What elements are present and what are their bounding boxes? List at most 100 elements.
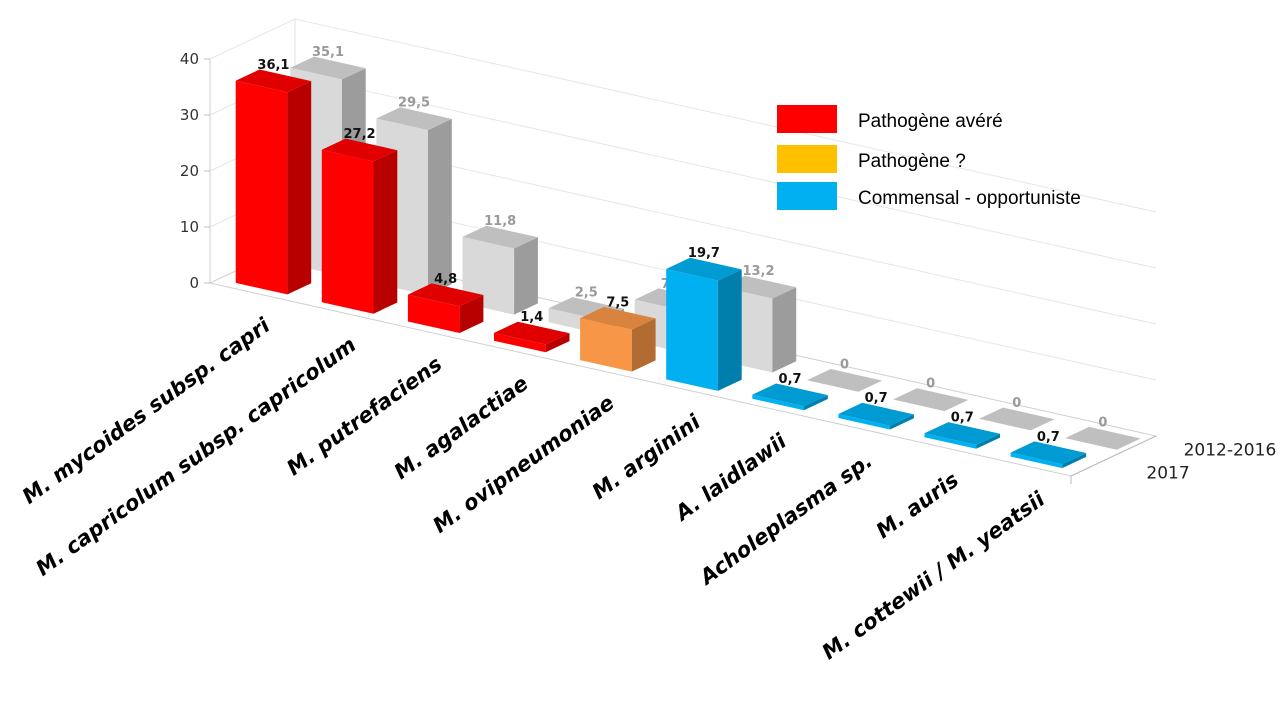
bar-2017-5[interactable]: 19,7 — [666, 246, 742, 391]
y-tick-label: 0 — [189, 274, 199, 292]
bar-top-face — [407, 283, 484, 307]
bar-2012-2016-6[interactable]: 0 — [806, 357, 883, 392]
bar-top-face — [752, 383, 828, 407]
bar-top-face — [666, 257, 742, 281]
bar-2017-0[interactable]: 36,1 — [235, 58, 312, 295]
legend-item[interactable]: Commensal - opportuniste — [777, 182, 1081, 210]
data-label: 29,5 — [398, 96, 430, 111]
bar-front-face — [924, 433, 977, 449]
y-tick-label: 40 — [180, 50, 199, 68]
category-label: M. ovipneumoniae — [429, 390, 619, 537]
series-2017-bars: 36,1 27,2 4,8 1,4 7,5 19,7 0,7 0,7 0,7 0,7 — [235, 58, 1087, 469]
legend-item[interactable]: Pathogène avéré — [777, 105, 1003, 133]
bar-front-face — [752, 394, 804, 411]
gridline — [209, 18, 1157, 213]
legend-label: Pathogène ? — [858, 151, 966, 172]
bar-2017-4[interactable]: 7,5 — [580, 295, 656, 372]
y-tick-label: 20 — [180, 162, 199, 180]
data-label: 13,2 — [742, 264, 774, 279]
bar-top-face — [1010, 441, 1087, 465]
data-label: 0 — [926, 377, 935, 392]
data-label: 35,1 — [312, 45, 344, 60]
bar-side-face — [514, 237, 538, 315]
bar-2017-6[interactable]: 0,7 — [752, 372, 828, 411]
series-label-2012-2016: 2012-2016 — [1184, 441, 1277, 461]
data-label: 0,7 — [865, 391, 888, 406]
bar-top-face — [580, 306, 656, 330]
bar-front-face — [580, 318, 632, 372]
bar-side-face — [373, 150, 398, 314]
bar-side-face — [428, 118, 452, 296]
category-label: A. laidlawii — [669, 429, 791, 527]
data-label: 27,2 — [344, 127, 376, 142]
bar-side-face — [1062, 453, 1087, 469]
legend-item[interactable]: Pathogène ? — [777, 145, 966, 173]
y-tick-label: 30 — [180, 106, 199, 124]
bar-side-face — [631, 318, 656, 372]
data-label: 7,5 — [606, 295, 629, 310]
y-axis: 0 10 20 30 40 — [180, 50, 210, 292]
bar-front-face — [666, 269, 718, 391]
data-label: 11,8 — [484, 214, 516, 229]
bar-2017-3[interactable]: 1,4 — [494, 310, 570, 353]
y-tick-label: 10 — [180, 218, 199, 236]
bar-2017-8[interactable]: 0,7 — [924, 411, 1001, 449]
bar-side-face — [772, 287, 797, 373]
legend-label: Pathogène avéré — [858, 111, 1003, 132]
bar-2017-7[interactable]: 0,7 — [838, 391, 914, 430]
bar-top-face — [893, 388, 969, 412]
legend-swatch — [777, 105, 837, 133]
data-label: 0,7 — [951, 411, 974, 426]
data-label: 0,7 — [1037, 430, 1060, 445]
legend-swatch — [777, 145, 837, 173]
bar-top-face — [321, 138, 398, 162]
bar-front-face — [235, 80, 288, 295]
data-label: 19,7 — [688, 246, 720, 261]
bar-side-face — [976, 433, 1000, 449]
bar-side-face — [804, 395, 828, 411]
bar-2012-2016-8[interactable]: 0 — [979, 396, 1055, 431]
data-label: 2,5 — [575, 285, 598, 300]
data-label: 0,7 — [779, 372, 802, 387]
bar-front-face — [838, 414, 891, 430]
bar-top-face — [235, 69, 312, 93]
legend[interactable]: Pathogène avéré Pathogène ? Commensal - op… — [777, 105, 1081, 210]
bar-top-face — [924, 422, 1000, 445]
bar-top-face — [494, 321, 570, 345]
bar-top-face — [462, 225, 538, 249]
bar-front-face — [1010, 452, 1063, 469]
bar-front-face — [407, 294, 460, 333]
data-label: 0 — [1012, 396, 1021, 411]
depth-axis-line — [1070, 435, 1157, 477]
bar-2012-2016-7[interactable]: 0 — [893, 377, 969, 412]
bar-2012-2016-9[interactable]: 0 — [1065, 415, 1141, 450]
category-label: M. auris — [872, 468, 963, 543]
bar-top-face — [838, 402, 914, 426]
bar-top-face — [1065, 426, 1141, 450]
bar-side-face — [717, 269, 742, 391]
category-label: M. cottewii / M. yeatsii — [818, 487, 1050, 665]
data-label: 4,8 — [434, 272, 457, 287]
bar-top-face — [376, 107, 452, 131]
bar-top-face — [806, 369, 883, 392]
bar-side-face — [287, 81, 312, 295]
bar-front-face — [321, 149, 374, 314]
data-label: 36,1 — [257, 58, 289, 73]
category-label: M. arginini — [588, 409, 706, 504]
data-label: 1,4 — [520, 310, 543, 325]
bar-top-face — [979, 407, 1055, 431]
data-label: 0 — [840, 357, 849, 372]
series-label-2017: 2017 — [1146, 463, 1189, 483]
bar-2017-2[interactable]: 4,8 — [407, 272, 484, 333]
bar-2017-9[interactable]: 0,7 — [1010, 430, 1087, 469]
bar-side-face — [545, 333, 570, 353]
bar-side-face — [459, 295, 484, 333]
bar-front-face — [494, 332, 546, 353]
bar-2017-1[interactable]: 27,2 — [321, 127, 398, 314]
legend-label: Commensal - opportuniste — [858, 188, 1081, 209]
bar-side-face — [890, 414, 914, 430]
data-label: 0 — [1098, 415, 1107, 430]
